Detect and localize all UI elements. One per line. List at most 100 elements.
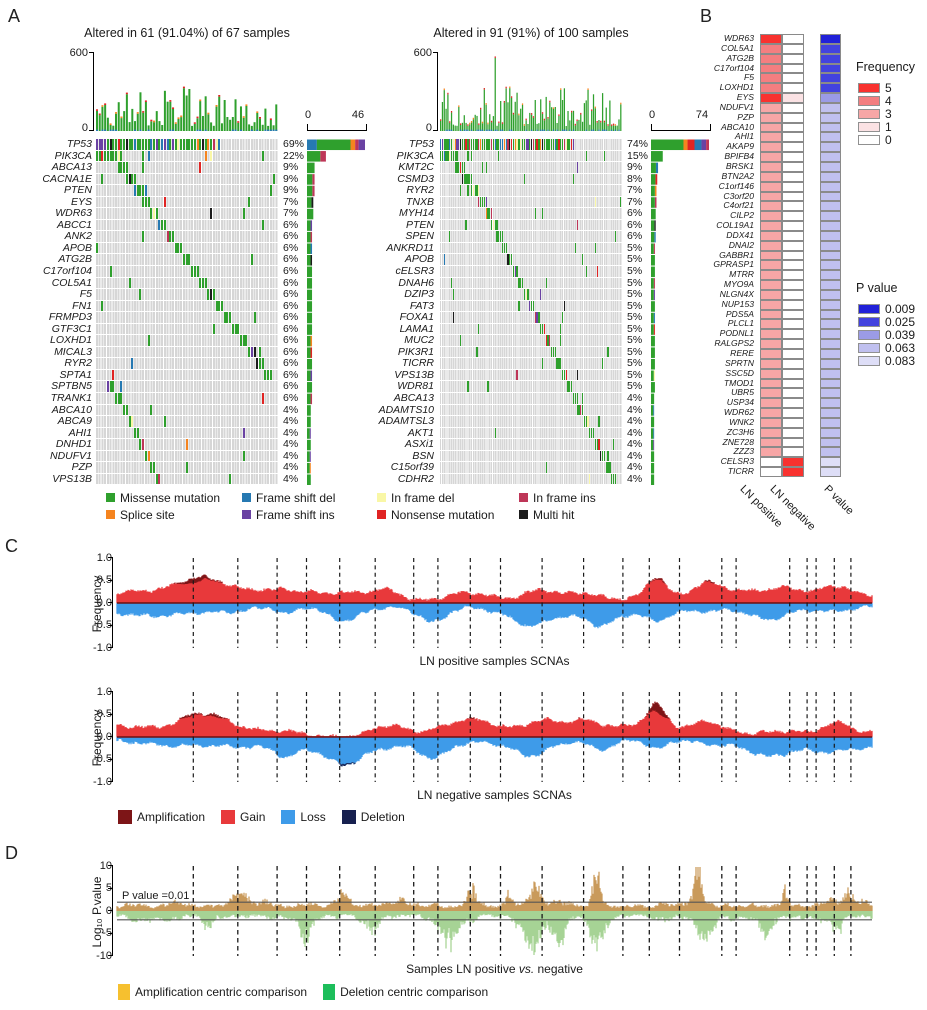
oncoprint-row <box>440 139 622 150</box>
oncoprint-cell <box>480 196 482 208</box>
heatmap-column-gap <box>804 369 820 379</box>
oncoprint-cell <box>460 185 462 196</box>
oncoprint-cell <box>210 208 213 219</box>
heatmap-column-gap <box>804 447 820 457</box>
oncoprint-cell <box>207 289 210 300</box>
oncoprint-row <box>96 416 278 427</box>
oncoprint-cell <box>128 173 131 185</box>
gene-percent: 5% <box>627 299 643 312</box>
diff-legend-item: Amplification centric comparison <box>118 984 307 1000</box>
oncoprint-cell <box>563 300 565 312</box>
heatmap-cell-pvalue <box>820 73 841 84</box>
oncoprint-cell <box>163 416 166 427</box>
gene-label: ADAMTS10 <box>378 403 434 416</box>
oncoprint-cell <box>556 358 558 369</box>
oncoprint-cell <box>549 335 551 346</box>
oncoprint-cell <box>147 450 150 462</box>
pvalue-legend-value: 0.063 <box>885 340 916 355</box>
oncoprint-cell <box>476 139 478 150</box>
oncoprint-cell <box>460 162 462 173</box>
oncoprint-cell <box>101 139 104 150</box>
heatmap-gene-label: SPRTN <box>725 357 754 368</box>
heatmap-cell-ln-negative <box>782 408 804 418</box>
heatmap-cell-ln-negative <box>782 250 804 261</box>
heatmap-cell-pvalue <box>820 358 841 369</box>
oncoprint-cell <box>480 139 482 150</box>
heatmap-cell-pvalue <box>820 437 841 448</box>
oncoprint-cell <box>569 139 571 150</box>
oncoprint-cell <box>185 462 188 473</box>
heatmap-row: TICRR <box>642 466 841 477</box>
oncoprint-row <box>96 381 278 393</box>
oncoprint-cell <box>461 173 464 185</box>
gene-percent: 6% <box>627 230 643 243</box>
heatmap-cell-ln-positive <box>760 319 782 330</box>
oncoprint-cell <box>523 139 525 150</box>
oncoprint-cell <box>541 208 544 219</box>
heatmap-row: WDR63 <box>642 33 841 44</box>
oncoprint-cell <box>250 254 253 266</box>
gene-label: WDR63 <box>55 207 92 220</box>
diff-legend-swatch <box>118 984 130 1000</box>
heatmap-column-gap <box>804 290 820 300</box>
heatmap-cell-ln-positive <box>760 221 782 231</box>
oncoprint-cell <box>478 196 480 208</box>
oncoprint-row <box>96 266 278 277</box>
heatmap-cell-ln-positive <box>760 280 782 290</box>
oncoprint-cell <box>117 139 120 150</box>
oncoprint-cell <box>112 369 115 381</box>
heatmap-cell-ln-negative <box>782 211 804 222</box>
oncoprint-cell <box>261 358 264 369</box>
axis-tick-label: 0.0 <box>96 596 112 609</box>
scna-pos-yaxis <box>108 557 113 649</box>
heatmap-column-gap <box>804 418 820 428</box>
frequency-legend-swatch <box>858 134 880 145</box>
oncoprint-cell <box>117 150 120 162</box>
oncoprint-cell <box>469 139 471 150</box>
gene-label: SPEN <box>405 230 434 243</box>
heatmap-row: COL5A1 <box>642 43 841 54</box>
gene-label: KMT2C <box>398 161 434 174</box>
heatmap-cell-ln-positive <box>760 368 782 379</box>
heatmap-gene-label: LOXHD1 <box>719 82 754 93</box>
oncoprint-cell <box>106 150 109 162</box>
heatmap-column-gap <box>804 388 820 398</box>
oncoprint-cell <box>521 139 524 150</box>
oncoprint-cell <box>547 139 549 150</box>
oncoprint-cell <box>207 139 210 150</box>
gene-percent: 5% <box>627 357 643 370</box>
heatmap-column-gap <box>804 467 820 477</box>
heatmap-row: DNAI2 <box>642 240 841 251</box>
heatmap-column-gap <box>804 359 820 369</box>
heatmap-cell-pvalue <box>820 102 841 113</box>
heatmap-row: SPRTN <box>642 357 841 369</box>
pvalue-threshold-annotation: P value =0.01 <box>122 890 190 902</box>
oncoprint-cell <box>458 139 460 150</box>
heatmap-cell-ln-positive <box>760 408 782 418</box>
pvalue-legend-value: 0.009 <box>885 301 916 316</box>
oncoprint-cell <box>101 300 104 312</box>
oncoprint-row <box>96 369 278 381</box>
oncoprint-cell <box>494 139 496 150</box>
oncoprint-cell <box>161 139 164 150</box>
heatmap-row: DDX41 <box>642 230 841 241</box>
heatmap-column-gap <box>804 280 820 290</box>
oncoprint-cell <box>560 139 562 150</box>
gene-percent: 6% <box>283 230 299 243</box>
oncoprint-cell <box>174 139 177 150</box>
oncoprint-cell <box>503 242 505 254</box>
oncoprint-cell <box>514 266 516 277</box>
oncoprint-cell <box>115 393 117 404</box>
oncoprint-cell <box>620 196 622 208</box>
oncoprint-cell <box>458 162 460 173</box>
heatmap-gene-label: BPIFB4 <box>724 151 754 162</box>
mutation-legend-label: Multi hit <box>533 507 575 522</box>
oncoprint-cell <box>534 208 536 219</box>
oncoprint-cell <box>239 335 242 346</box>
gene-frequency-bars-ln-positive <box>307 139 365 485</box>
gene-label: ABCC1 <box>56 218 92 231</box>
heatmap-column-gap <box>804 142 820 152</box>
heatmap-gene-label: CILP2 <box>730 210 754 221</box>
oncoprint-cell <box>212 289 215 300</box>
axis-tick <box>108 602 113 604</box>
